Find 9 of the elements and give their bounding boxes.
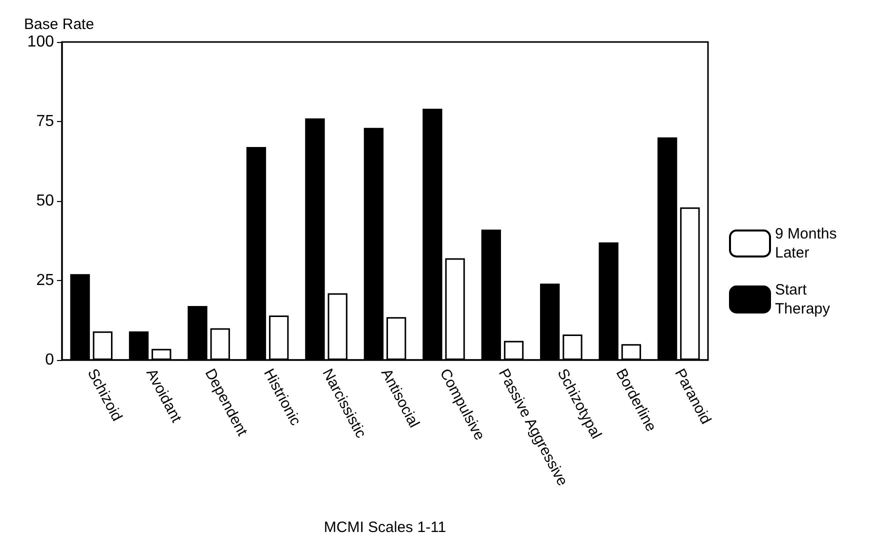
y-tick-label: 50 (36, 192, 54, 210)
y-tick-label: 0 (45, 352, 54, 368)
y-tick-label: 100 (27, 34, 54, 50)
legend-label: Start Therapy (775, 282, 831, 318)
y-tick-label: 75 (36, 113, 54, 130)
y-axis-title: Base Rate (24, 16, 94, 33)
x-axis-title: MCMI Scales 1-11 (324, 519, 446, 536)
y-tick-label: 25 (36, 272, 54, 289)
legend-label: 9 Months Later (775, 226, 841, 262)
